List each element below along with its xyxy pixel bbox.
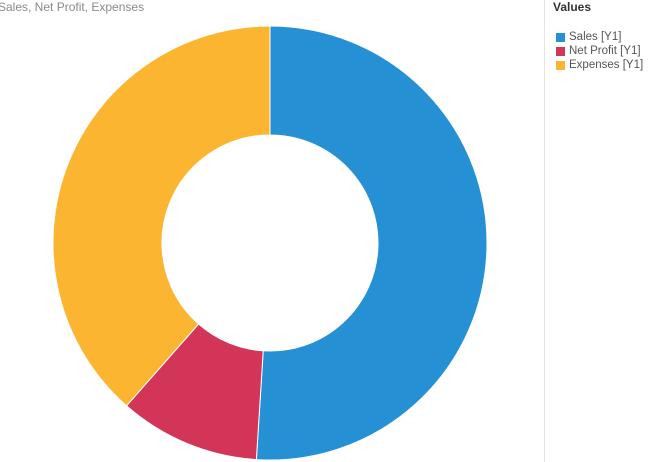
legend-item-sales[interactable]: Sales [Y1]	[556, 30, 643, 44]
slice-sales[interactable]	[255, 25, 488, 461]
legend-title: Values	[553, 0, 592, 14]
legend-swatch-expenses	[556, 60, 565, 70]
donut-chart	[52, 25, 488, 461]
slice-expenses[interactable]	[52, 25, 271, 407]
legend-label-sales: Sales [Y1]	[569, 31, 622, 43]
legend-panel: Values Sales [Y1] Net Profit [Y1] Expens…	[544, 0, 664, 462]
legend-item-net-profit[interactable]: Net Profit [Y1]	[556, 44, 643, 58]
legend-list: Sales [Y1] Net Profit [Y1] Expenses [Y1]	[556, 30, 643, 72]
legend-swatch-net-profit	[556, 46, 565, 56]
legend-item-expenses[interactable]: Expenses [Y1]	[556, 58, 643, 72]
legend-swatch-sales	[556, 32, 565, 42]
chart-title: Sales, Net Profit, Expenses	[0, 0, 145, 14]
legend-label-net-profit: Net Profit [Y1]	[569, 45, 641, 57]
legend-label-expenses: Expenses [Y1]	[569, 59, 644, 71]
